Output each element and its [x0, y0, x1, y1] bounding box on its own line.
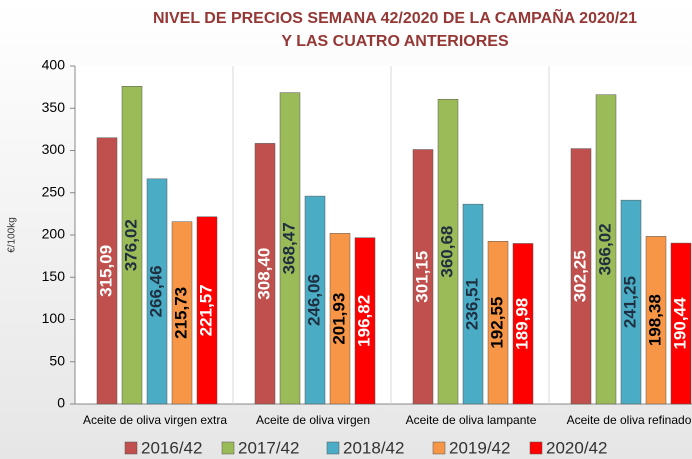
legend-label: 2020/42: [546, 438, 607, 457]
legend-swatch: [124, 441, 138, 455]
legend-swatch: [326, 441, 340, 455]
value-label: 366,02: [595, 223, 614, 275]
bar: [487, 241, 509, 405]
value-label: 376,02: [121, 219, 140, 271]
legend-label: 2018/42: [343, 438, 404, 457]
value-label: 368,47: [279, 222, 298, 274]
bar: [354, 237, 376, 405]
y-tick-label: 250: [42, 183, 66, 199]
value-label: 192,55: [487, 297, 506, 349]
bar: [570, 148, 592, 405]
bar: [146, 178, 168, 405]
legend-swatch: [432, 441, 446, 455]
bar: [121, 86, 143, 405]
bar: [512, 243, 534, 405]
chart-title: Y LAS CUATRO ANTERIORES: [281, 33, 509, 50]
y-tick-label: 150: [42, 268, 66, 284]
value-label: 236,51: [462, 278, 481, 330]
value-label: 266,46: [146, 265, 165, 317]
bar: [412, 149, 434, 405]
bar: [437, 98, 459, 405]
bar: [620, 199, 642, 405]
value-label: 301,15: [412, 251, 431, 303]
legend-label: 2016/42: [141, 438, 202, 457]
x-tick-label: Aceite de oliva virgen extra: [83, 413, 227, 427]
bar: [595, 94, 617, 405]
bar: [329, 233, 351, 405]
value-label: 302,25: [570, 250, 589, 302]
y-tick-label: 50: [49, 352, 65, 368]
chart-title: NIVEL DE PRECIOS SEMANA 42/2020 DE LA CA…: [153, 7, 637, 27]
value-label: 190,44: [670, 297, 689, 350]
bar: [304, 195, 326, 405]
value-label: 189,98: [512, 298, 531, 350]
x-tick-label: Aceite de oliva refinado: [567, 413, 692, 427]
x-tick-label: Aceite de oliva virgen: [256, 413, 370, 427]
bar: [462, 203, 484, 405]
value-label: 360,68: [437, 226, 456, 278]
bar: [96, 137, 118, 405]
y-tick-label: 400: [42, 57, 66, 73]
value-label: 198,38: [645, 294, 664, 346]
value-label: 308,40: [254, 248, 273, 300]
bar: [196, 216, 218, 405]
bar: [279, 92, 301, 405]
value-label: 215,73: [171, 287, 190, 339]
y-tick-label: 350: [42, 99, 66, 115]
y-tick-label: 300: [42, 141, 66, 157]
y-tick-label: 200: [42, 226, 66, 242]
bar: [254, 143, 276, 405]
bar: [645, 236, 667, 405]
value-label: 221,57: [196, 284, 215, 336]
value-label: 315,09: [96, 245, 115, 297]
bar: [171, 221, 193, 405]
legend-label: 2017/42: [238, 438, 299, 457]
value-label: 241,25: [620, 276, 639, 328]
value-label: 201,93: [329, 293, 348, 345]
legend-swatch: [221, 441, 235, 455]
y-axis-label: €/100kg: [7, 217, 18, 253]
x-tick-label: Aceite de oliva lampante: [406, 413, 537, 427]
value-label: 246,06: [304, 274, 323, 326]
legend-label: 2019/42: [449, 438, 510, 457]
y-tick-label: 0: [57, 395, 65, 411]
legend-swatch: [529, 441, 543, 455]
y-tick-label: 100: [42, 310, 66, 326]
value-label: 196,82: [354, 295, 373, 347]
bar: [670, 242, 692, 405]
